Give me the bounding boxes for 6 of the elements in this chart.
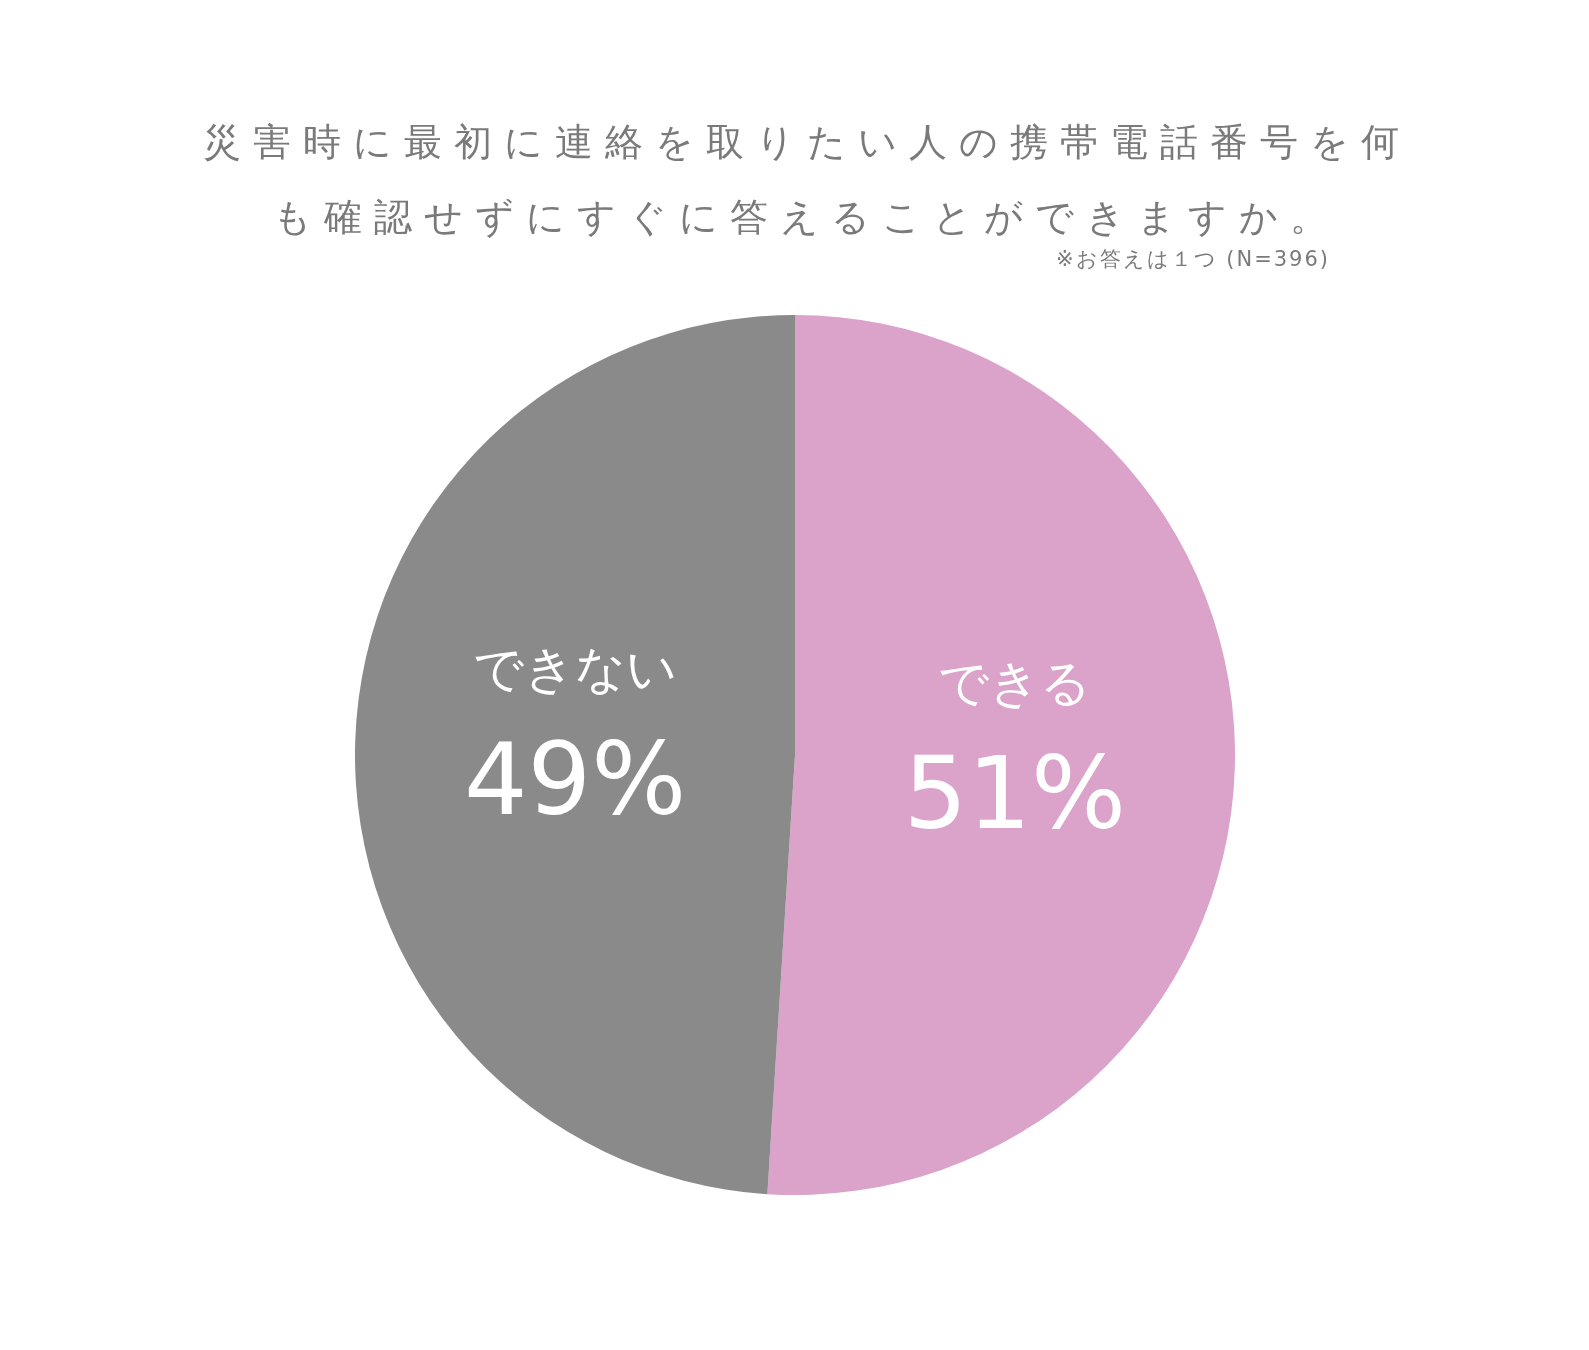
chart-subtitle: ※お答えは１つ (N=396) [1054, 246, 1330, 273]
data-label: 49% [463, 721, 687, 839]
data-label: 51% [903, 734, 1127, 852]
slice-label: できない [473, 640, 678, 699]
chart-title: 災害時に最初に連絡を取りたい人の携帯電話番号を何も確認せずにすぐに答えることができますか。 [202, 120, 1411, 239]
slice-label: できる [938, 653, 1092, 712]
